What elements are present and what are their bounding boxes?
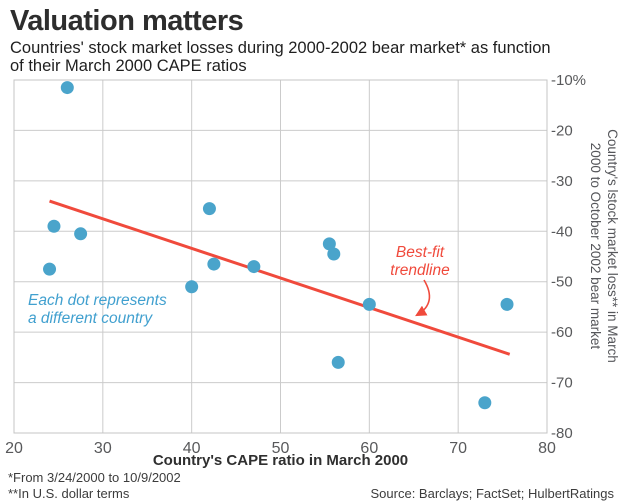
- x-tick-label: 40: [183, 440, 201, 457]
- source-credit: Source: Barclays; FactSet; HulbertRating…: [370, 486, 615, 501]
- y-axis-title-line1: Country's lstock market loss** in March: [605, 129, 620, 363]
- footnote-2: **In U.S. dollar terms: [8, 486, 130, 501]
- data-point: [327, 247, 341, 261]
- trendline-annotation-line2: trendline: [390, 262, 450, 279]
- x-tick-label: 30: [94, 440, 112, 457]
- chart-title: Valuation matters: [10, 5, 244, 37]
- y-tick-label: -60: [551, 324, 573, 341]
- curved-arrow: [415, 279, 431, 317]
- chart-subtitle-line1: Countries' stock market losses during 20…: [10, 39, 551, 57]
- data-point: [202, 202, 216, 216]
- y-tick-label: -70: [551, 375, 573, 392]
- data-point: [74, 227, 88, 241]
- y-tick-label: -50: [551, 274, 573, 291]
- trendline: [49, 199, 511, 356]
- y-axis-title: Country's lstock market loss** in March …: [586, 56, 620, 436]
- y-tick-label: -20: [551, 122, 573, 139]
- x-tick-label: 50: [272, 440, 290, 457]
- y-tick-label: -30: [551, 173, 573, 190]
- data-point: [247, 260, 261, 274]
- axis-tick-labels: 20 30 40 50 60 70 80 -10% -20 -30 -40 -50 -60 -70 -80: [5, 72, 586, 457]
- best-fit-trendline: [49, 199, 511, 356]
- trendline-annotation: Best-fit trendline: [360, 244, 480, 280]
- plot-frame: [13, 79, 548, 434]
- x-tick-label: 20: [5, 440, 23, 457]
- data-point: [43, 262, 57, 276]
- chart-subtitle-line2: of their March 2000 CAPE ratios: [10, 57, 247, 75]
- dots-annotation: Each dot represents a different country: [28, 292, 167, 328]
- gridlines: [13, 79, 548, 434]
- x-tick-label: 80: [538, 440, 556, 457]
- data-point: [478, 396, 492, 410]
- footnote-1: *From 3/24/2000 to 10/9/2002: [8, 470, 181, 485]
- x-tick-label: 60: [360, 440, 378, 457]
- y-tick-label: -40: [551, 223, 573, 240]
- data-point: [60, 81, 74, 95]
- y-axis-title-line2: 2000 to October 2002 bear market: [588, 142, 604, 350]
- data-point: [331, 355, 345, 369]
- dots-annotation-line1: Each dot represents: [28, 292, 167, 309]
- data-point: [322, 237, 336, 251]
- data-point: [185, 280, 199, 294]
- x-tick-label: 70: [449, 440, 467, 457]
- y-tick-label: -80: [551, 425, 573, 442]
- data-points: [43, 81, 514, 410]
- dots-annotation-line2: a different country: [28, 310, 153, 327]
- data-point: [47, 219, 61, 233]
- data-point: [207, 257, 221, 271]
- y-tick-label: -10%: [551, 72, 586, 89]
- chart-subtitle: Countries' stock market losses during 20…: [10, 39, 610, 75]
- x-axis-title: Country's CAPE ratio in March 2000: [152, 452, 409, 469]
- data-point: [362, 297, 376, 311]
- trendline-annotation-line1: Best-fit: [395, 244, 445, 261]
- data-point: [500, 297, 514, 311]
